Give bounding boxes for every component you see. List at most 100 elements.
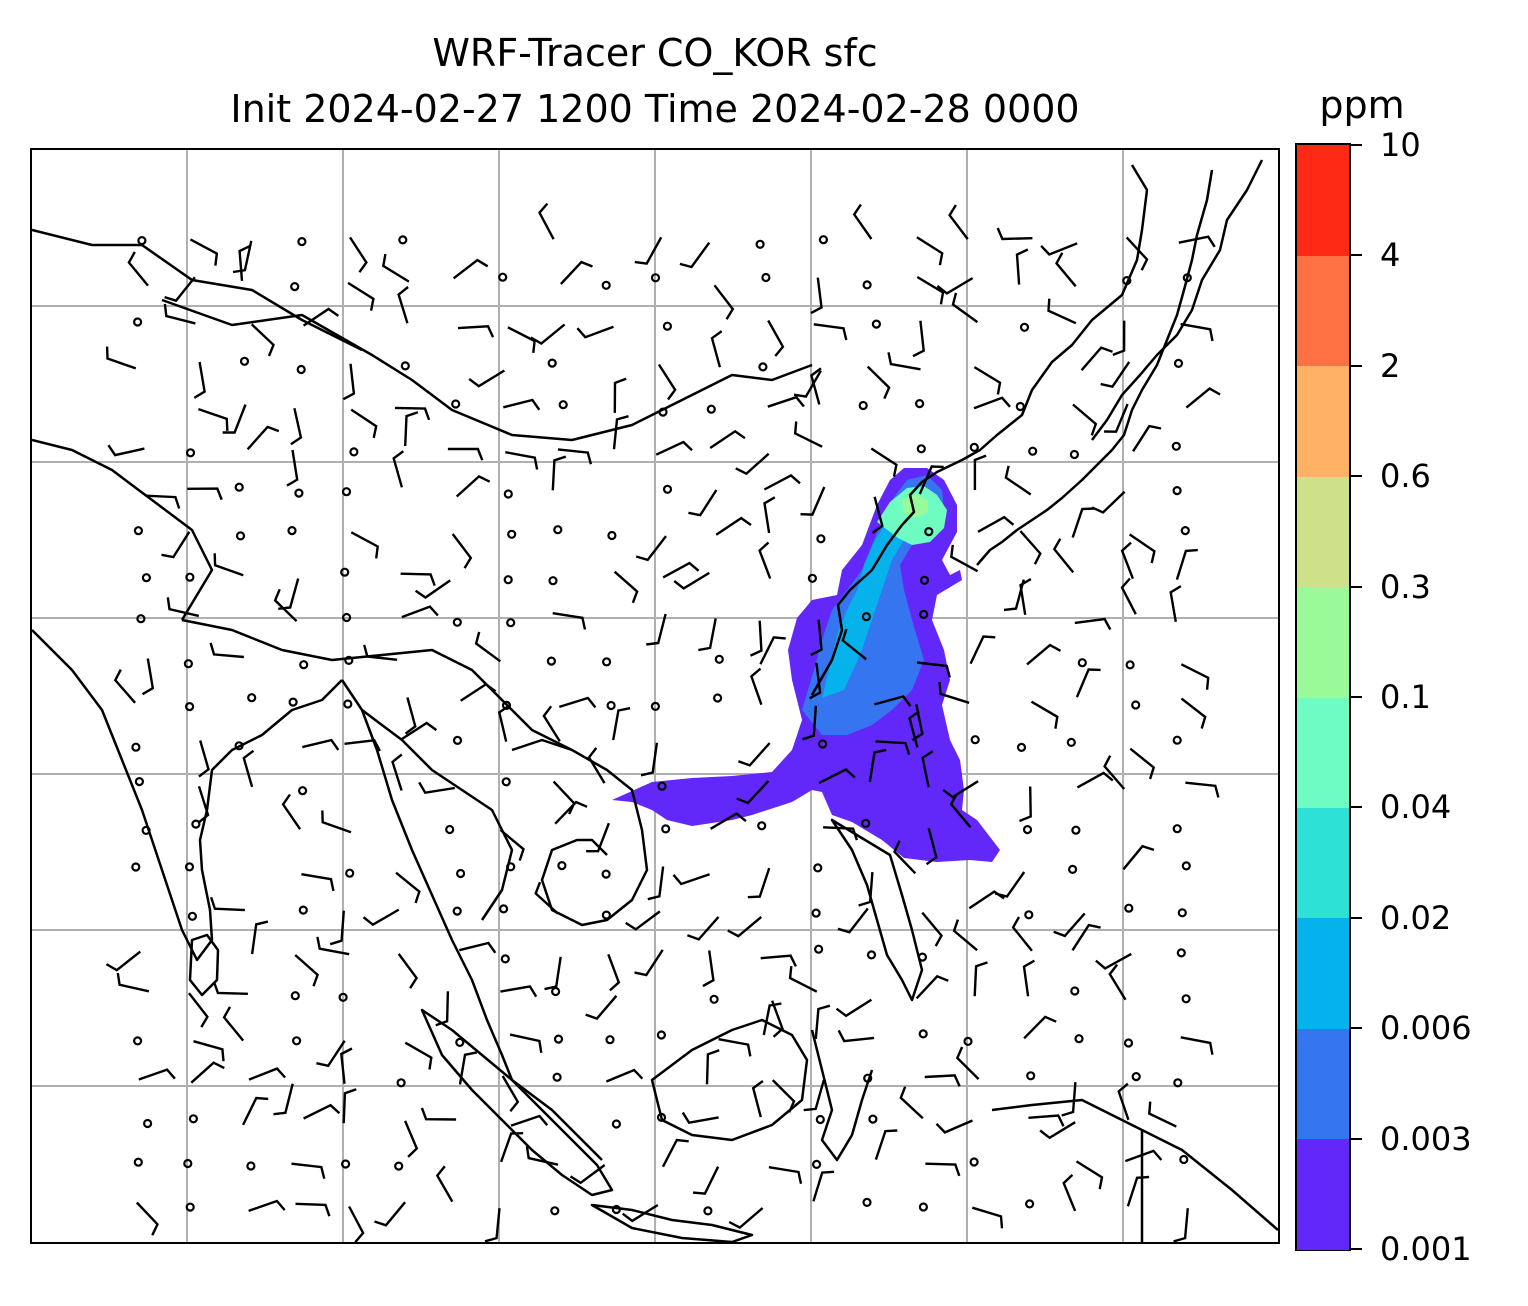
wind-calm-circle bbox=[506, 862, 516, 872]
wind-barb bbox=[198, 740, 210, 778]
wind-barb bbox=[871, 496, 884, 534]
wind-calm-circle bbox=[861, 818, 871, 829]
wind-barb bbox=[394, 406, 431, 421]
wind-calm-circle bbox=[557, 860, 567, 871]
wind-calm-circle bbox=[1077, 658, 1087, 668]
wind-barb bbox=[474, 631, 502, 663]
wind-barb bbox=[1004, 465, 1032, 496]
wind-calm-circle bbox=[601, 910, 612, 920]
wind-barb bbox=[420, 1107, 457, 1121]
wind-calm-circle bbox=[558, 400, 568, 410]
wind-calm-circle bbox=[1124, 903, 1134, 913]
wind-barb bbox=[1019, 786, 1032, 823]
wind-barb bbox=[971, 1206, 1004, 1229]
wind-barb bbox=[715, 516, 752, 536]
wind-calm-circle bbox=[185, 572, 195, 582]
wind-barb bbox=[329, 910, 345, 946]
wind-barb bbox=[688, 489, 718, 517]
wind-calm-circle bbox=[546, 656, 557, 666]
wind-barb bbox=[576, 325, 614, 339]
wind-calm-circle bbox=[498, 272, 508, 282]
colorbar bbox=[1295, 143, 1351, 1251]
wind-calm-circle bbox=[817, 739, 828, 749]
wind-barb bbox=[810, 367, 822, 405]
wind-calm-circle bbox=[343, 699, 353, 709]
wind-calm-circle bbox=[445, 824, 455, 835]
wind-barb bbox=[771, 1079, 796, 1113]
wind-calm-circle bbox=[1022, 824, 1033, 835]
border-himalaya bbox=[181, 618, 573, 752]
wind-calm-circle bbox=[650, 701, 661, 712]
wind-calm-circle bbox=[547, 358, 557, 368]
wind-barb bbox=[1120, 577, 1137, 615]
wind-calm-circle bbox=[234, 482, 244, 492]
wind-barb bbox=[758, 541, 772, 580]
border-china-mongolia bbox=[161, 298, 813, 442]
wind-barb bbox=[414, 579, 451, 599]
wind-barb bbox=[347, 281, 375, 311]
wind-barb bbox=[709, 429, 746, 449]
wind-barb bbox=[301, 873, 335, 892]
wind-barb bbox=[621, 1203, 659, 1223]
wind-calm-circle bbox=[234, 741, 244, 751]
wind-calm-circle bbox=[239, 356, 250, 366]
wind-barb bbox=[893, 840, 917, 875]
wind-calm-circle bbox=[861, 612, 872, 622]
wind-calm-circle bbox=[813, 944, 824, 954]
wind-calm-circle bbox=[1074, 1034, 1084, 1044]
wind-calm-circle bbox=[601, 869, 611, 879]
wind-barb bbox=[1180, 1036, 1214, 1055]
wind-barb bbox=[873, 695, 912, 707]
wind-barb bbox=[1028, 1114, 1065, 1127]
wind-barb bbox=[161, 531, 191, 559]
wind-barb bbox=[1076, 771, 1114, 789]
colorbar-tick-mark bbox=[1350, 696, 1362, 698]
wind-barb bbox=[655, 440, 693, 456]
wind-calm-circle bbox=[1024, 1199, 1035, 1209]
wind-barb bbox=[1122, 844, 1155, 871]
wind-barb bbox=[381, 253, 410, 283]
wind-barb bbox=[1125, 236, 1149, 271]
wind-calm-circle bbox=[142, 1118, 153, 1129]
wind-barb bbox=[544, 956, 562, 991]
wind-barb bbox=[793, 421, 823, 448]
wind-barb bbox=[915, 974, 949, 1000]
wind-calm-circle bbox=[396, 1078, 406, 1088]
border-central-asia bbox=[32, 438, 214, 621]
wind-calm-circle bbox=[1173, 1078, 1183, 1088]
wind-barb bbox=[105, 346, 137, 370]
wind-calm-circle bbox=[235, 531, 246, 541]
wind-barbs bbox=[105, 202, 1221, 1242]
wind-barb bbox=[362, 908, 400, 927]
wind-barb bbox=[661, 1138, 689, 1168]
wind-barb bbox=[166, 597, 200, 618]
wind-calm-circle bbox=[288, 697, 298, 707]
colorbar-tick-mark bbox=[1350, 1248, 1362, 1250]
wind-barb bbox=[858, 872, 874, 907]
wind-barb bbox=[107, 444, 145, 457]
wind-barb bbox=[395, 871, 421, 904]
coastline-india bbox=[32, 629, 343, 962]
colorbar-tick-mark bbox=[1350, 916, 1362, 919]
wind-barb bbox=[874, 1129, 898, 1160]
wind-calm-circle bbox=[1182, 273, 1192, 283]
wind-barb bbox=[1169, 585, 1182, 623]
wind-calm-circle bbox=[1026, 1071, 1036, 1081]
wind-barb bbox=[1180, 663, 1210, 690]
wind-calm-circle bbox=[918, 1029, 928, 1039]
wind-barb bbox=[316, 1040, 346, 1068]
wind-barb bbox=[1128, 533, 1156, 564]
wind-barb bbox=[635, 535, 667, 562]
wind-calm-circle bbox=[141, 573, 152, 583]
wind-barb bbox=[823, 826, 859, 841]
wind-barb bbox=[198, 407, 229, 431]
wind-calm-circle bbox=[811, 1159, 822, 1170]
wind-barb bbox=[673, 571, 710, 590]
wind-calm-circle bbox=[811, 908, 821, 918]
wind-barb bbox=[484, 1208, 501, 1242]
wind-barb bbox=[973, 396, 1011, 410]
colorbar-segment bbox=[1297, 145, 1349, 256]
wind-calm-circle bbox=[658, 407, 668, 417]
wind-calm-circle bbox=[868, 1114, 878, 1124]
wind-calm-circle bbox=[191, 819, 201, 829]
